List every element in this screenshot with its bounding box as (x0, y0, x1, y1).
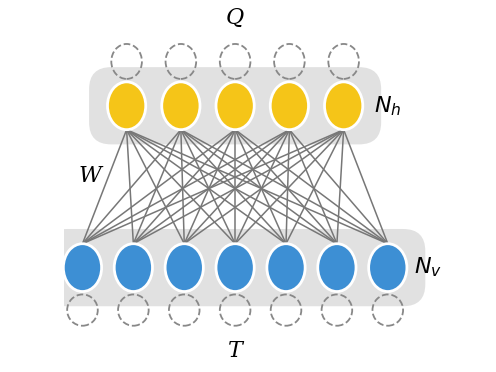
Text: W: W (79, 165, 102, 187)
Ellipse shape (369, 244, 407, 292)
Ellipse shape (63, 244, 102, 292)
Text: T: T (228, 340, 243, 362)
Ellipse shape (216, 82, 254, 130)
Text: $N_v$: $N_v$ (414, 256, 442, 279)
Ellipse shape (270, 82, 309, 130)
FancyBboxPatch shape (89, 67, 381, 144)
Ellipse shape (162, 82, 200, 130)
Ellipse shape (318, 244, 356, 292)
Ellipse shape (108, 82, 146, 130)
Ellipse shape (165, 244, 203, 292)
Ellipse shape (216, 244, 254, 292)
Ellipse shape (324, 82, 363, 130)
Ellipse shape (114, 244, 152, 292)
Text: $N_h$: $N_h$ (374, 94, 401, 118)
FancyBboxPatch shape (45, 229, 425, 306)
Ellipse shape (267, 244, 305, 292)
Text: Q: Q (226, 7, 244, 29)
